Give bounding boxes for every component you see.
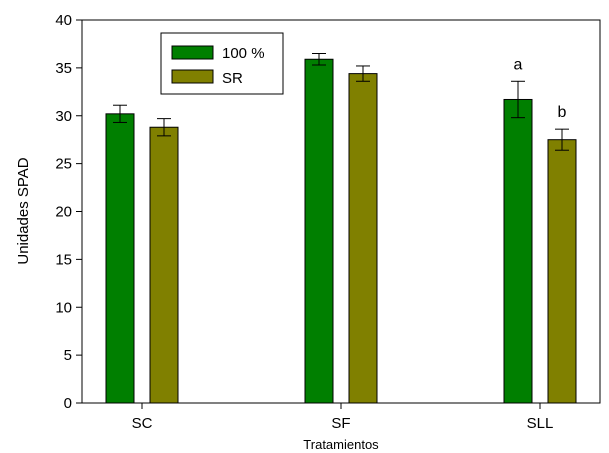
y-tick-label: 5 [64,347,72,364]
y-tick-label: 15 [55,251,72,268]
legend-label-sr: SR [222,70,243,87]
bar-sc-series-2 [149,126,179,404]
y-axis: 0 5 10 15 20 25 30 35 40 [55,12,82,412]
error-bar-sll-series-2 [555,128,569,151]
bar-sll-series-2 [547,139,577,404]
x-tick-label-sll: SLL [527,415,554,432]
error-bar-sf-series-1 [312,53,326,66]
y-tick-label: 40 [55,12,72,29]
x-tick-label-sc: SC [132,415,153,432]
legend-frame [160,32,284,95]
annotation-b: b [558,104,567,121]
y-tick-label: 25 [55,156,72,173]
x-axis-title: Tratamientos [303,437,379,452]
error-bar-sc-series-1 [113,104,127,123]
bar-sc-series-1 [105,113,135,404]
y-axis-title: Unidades SPAD [15,157,32,264]
bars-layer [105,58,577,404]
y-tick-label: 20 [55,204,72,221]
legend-swatch-100 [171,45,214,60]
annotations-layer: ab [514,56,567,121]
error-bar-sc-series-2 [157,118,171,137]
y-tick-label: 10 [55,299,72,316]
legend-label-100: 100 % [222,45,265,62]
bar-sf-series-2 [348,73,378,404]
error-bars-layer [113,53,569,151]
legend-swatch-sr [171,69,214,84]
error-bar-sf-series-2 [356,65,370,82]
y-tick-label: 35 [55,60,72,77]
error-bar-sll-series-1 [511,80,525,119]
y-tick-label: 0 [64,395,72,412]
bar-sf-series-1 [304,58,334,404]
bar-sll-series-1 [503,98,533,404]
y-tick-label: 30 [55,108,72,125]
x-tick-label-sf: SF [331,415,350,432]
x-axis: SC SF SLL [132,403,554,432]
legend: 100 % SR [160,32,284,95]
annotation-a: a [514,56,523,73]
